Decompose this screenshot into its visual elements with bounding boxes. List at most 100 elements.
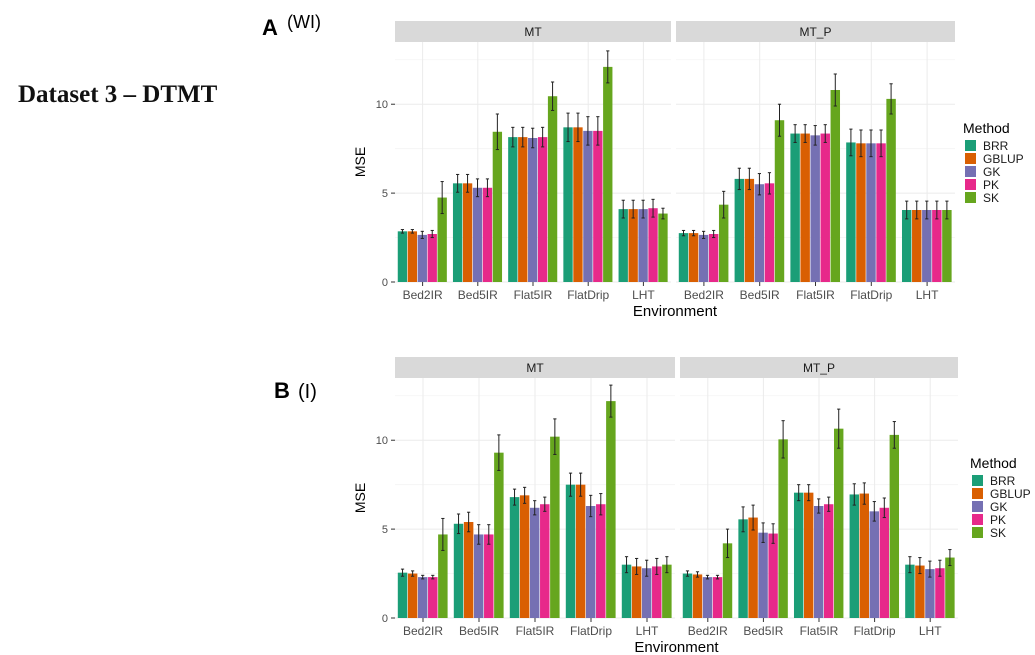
bar-gk (583, 130, 593, 282)
bar-gk (585, 506, 596, 618)
bar-gk (473, 534, 484, 618)
bar-gblup (407, 573, 418, 618)
x-tick-label: FlatDrip (854, 624, 896, 638)
x-tick-label: Bed5IR (740, 288, 780, 302)
x-tick-label: LHT (916, 288, 939, 302)
bar-brr (905, 564, 915, 618)
facet-strip (395, 21, 671, 42)
bar-gblup (518, 137, 528, 282)
bar-sk (438, 534, 448, 618)
facet-strip-label: MT (526, 361, 544, 375)
x-tick-label: LHT (919, 624, 942, 638)
bar-brr (738, 519, 748, 618)
bar-sk (942, 210, 952, 282)
facet-mt-p: MT_P Bed2IR Bed5IR Flat5IR FlatDrip LHT (676, 21, 955, 302)
bar-sk (494, 452, 504, 618)
y-tick-label: 0 (382, 613, 388, 625)
bar-gk (869, 511, 880, 618)
bar-sk (603, 66, 613, 282)
bar-gblup (692, 574, 703, 618)
bar-gblup (859, 493, 869, 618)
bar-brr (793, 492, 804, 618)
bar-gblup (628, 209, 638, 282)
facet-strip-label: MT (524, 25, 542, 39)
bar-gblup (573, 127, 583, 282)
bar-brr (682, 573, 693, 618)
bar-pk (540, 504, 550, 618)
bar-brr (846, 142, 856, 282)
x-tick-label: Flat5IR (800, 624, 839, 638)
bar-gblup (915, 565, 925, 618)
bar-gk (472, 187, 483, 282)
bar-gk (925, 569, 935, 618)
panel-sublabel: (WI) (287, 12, 321, 32)
x-tick-label: Flat5IR (514, 288, 553, 302)
bar-gk (754, 184, 765, 282)
facet-strip (680, 357, 958, 378)
bar-gk (866, 143, 876, 282)
facet-strip (395, 357, 675, 378)
bar-pk (764, 183, 775, 282)
legend-key-gblup (965, 153, 976, 164)
bar-pk (596, 504, 606, 618)
bar-sk (834, 428, 844, 618)
bar-sk (830, 90, 841, 282)
bar-gblup (803, 492, 814, 618)
legend-title: Method (970, 455, 1017, 471)
legend-key-sk (965, 192, 976, 203)
facet-mt-p: MT_P Bed2IR Bed5IR Flat5IR FlatDrip LHT (680, 357, 958, 638)
bar-pk (876, 143, 886, 282)
bar-gblup (519, 495, 530, 618)
bar-gk (698, 234, 709, 282)
x-tick-label: FlatDrip (850, 288, 892, 302)
legend-key-pk (965, 179, 976, 190)
bar-sk (437, 197, 447, 282)
bar-brr (452, 183, 463, 282)
bar-brr (509, 497, 520, 618)
legend-label-gblup: GBLUP (990, 487, 1031, 501)
bar-gblup (688, 233, 699, 282)
bar-pk (428, 577, 438, 618)
legend-label-gk: GK (990, 500, 1007, 514)
legend-key-pk (972, 514, 983, 525)
chart-panels: A (WI) 0 5 10 MSE MT Bed2IR Bed5IR Flat5IR FlatDri… (262, 12, 1031, 655)
bar-brr (563, 127, 573, 282)
x-tick-label: Bed5IR (459, 624, 499, 638)
dataset-heading: Dataset 3 – DTMT (18, 81, 218, 108)
facet-mt: MT Bed2IR Bed5IR Flat5IR FlatDrip LHT (395, 357, 675, 638)
legend-label-pk: PK (990, 513, 1006, 527)
bar-pk (482, 187, 493, 282)
bar-gblup (631, 566, 642, 618)
legend-label-brr: BRR (983, 139, 1009, 153)
bar-sk (945, 557, 955, 618)
bar-gblup (462, 183, 473, 282)
legend-label-gblup: GBLUP (983, 152, 1024, 166)
y-axis-label: MSE (352, 147, 368, 177)
bar-brr (621, 564, 632, 618)
bar-gk (641, 568, 652, 618)
facet-strip-label: MT_P (803, 361, 835, 375)
y-tick-label: 10 (376, 435, 388, 447)
x-tick-label: Bed2IR (403, 288, 443, 302)
bar-pk (935, 568, 945, 618)
bar-sk (662, 564, 672, 618)
bar-brr (678, 233, 689, 282)
legend-key-gk (972, 501, 983, 512)
x-tick-label: LHT (632, 288, 655, 302)
bar-pk (652, 566, 662, 618)
panel-label: B (274, 378, 290, 403)
bar-gblup (912, 210, 922, 282)
bar-gblup (407, 231, 418, 282)
bar-brr (397, 231, 408, 282)
bar-sk (658, 213, 668, 282)
bar-sk (547, 96, 558, 282)
bar-gk (758, 532, 768, 618)
bar-sk (718, 204, 729, 282)
bar-gk (417, 234, 427, 282)
bar-sk (606, 401, 616, 618)
bar-pk (593, 130, 603, 282)
x-tick-label: FlatDrip (570, 624, 612, 638)
bar-pk (768, 533, 778, 618)
legend-key-brr (972, 475, 983, 486)
